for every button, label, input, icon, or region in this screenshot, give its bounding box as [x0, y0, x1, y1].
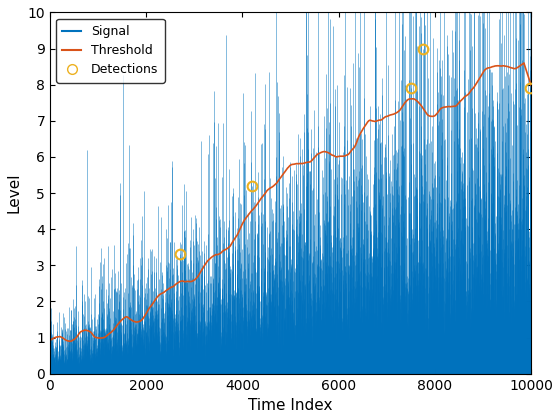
X-axis label: Time Index: Time Index: [248, 398, 333, 413]
Legend: Signal, Threshold, Detections: Signal, Threshold, Detections: [56, 19, 165, 83]
Y-axis label: Level: Level: [7, 173, 22, 213]
